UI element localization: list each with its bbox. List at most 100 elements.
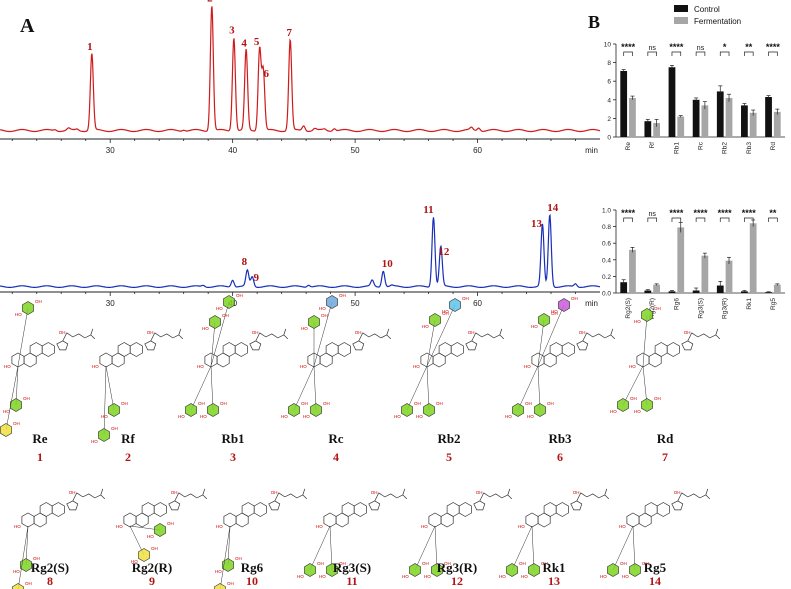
hydroxyl-label: HO [413, 364, 420, 369]
sugar-ring [558, 298, 570, 312]
y-tick-label: 0 [607, 135, 611, 142]
bar-fermentation [677, 116, 685, 137]
chromatogram-trace [0, 6, 601, 133]
bar-fermentation [701, 105, 709, 137]
steroid-ring [117, 342, 131, 357]
steroid-ring [129, 342, 143, 357]
hydroxyl-label: OH [33, 556, 40, 561]
hydroxyl-label: OH [442, 311, 449, 316]
x-category-label: Rg6 [673, 298, 680, 310]
significance-bracket [768, 217, 778, 222]
significance-label: ns [649, 45, 657, 52]
x-tick-label: 50 [351, 146, 360, 155]
sugar-ring [22, 301, 34, 315]
bar-control [668, 67, 676, 137]
structure-rf: OH HO OH HO OH HO Rf 2 [91, 328, 184, 464]
glycosidic-bond [313, 365, 317, 411]
hydroxyl-label: HO [416, 414, 423, 419]
compound-name: Rg3(S) [333, 560, 371, 575]
cyclopentane-ring [576, 340, 589, 351]
steroid-ring [341, 502, 355, 517]
peak-label: 6 [264, 68, 270, 80]
bar-fermentation [749, 223, 757, 293]
sugar-ring [617, 398, 629, 412]
hydroxyl-label: OH [227, 581, 234, 586]
glycosidic-bond [642, 314, 648, 367]
x-tick-label: 30 [106, 299, 115, 308]
x-category-label: Rf [649, 142, 656, 149]
glycosidic-bond [5, 365, 19, 431]
hydroxyl-label: HO [197, 364, 204, 369]
x-tick-label: 60 [473, 146, 482, 155]
y-tick-label: 0.8 [602, 224, 611, 231]
y-tick-label: 4 [607, 97, 611, 104]
glycosidic-bond [632, 525, 636, 571]
x-category-label: Rg3(S) [698, 298, 705, 319]
bar-control [644, 121, 652, 137]
hydroxyl-label: HO [319, 574, 326, 579]
sugar-ring [20, 558, 32, 572]
hydroxyl-label: HO [527, 414, 534, 419]
glycosidic-bond [537, 365, 541, 411]
significance-bracket [623, 51, 633, 56]
compound-number: 2 [125, 450, 131, 464]
significance-label: **** [718, 208, 733, 218]
cyclopentane-ring [465, 340, 478, 351]
x-tick-label: 40 [228, 146, 237, 155]
x-tick-label: 50 [351, 299, 360, 308]
glycosidic-bond [105, 365, 115, 411]
y-tick-label: 2 [607, 116, 611, 123]
glycosidic-bond [210, 301, 230, 367]
hydroxyl-label: HO [14, 524, 21, 529]
side-chain [274, 488, 308, 502]
sugar-ring [138, 548, 150, 562]
significance-bracket [744, 51, 754, 56]
hydroxyl-label: HO [402, 574, 409, 579]
steroid-ring [549, 342, 563, 357]
x-tick-label: 60 [473, 299, 482, 308]
steroid-ring [626, 512, 640, 528]
bar-fermentation [701, 255, 709, 293]
hydroxyl-label: HO [202, 326, 209, 331]
hydroxyl-label: HO [316, 524, 323, 529]
significance-label: **** [621, 42, 636, 52]
hydroxyl-label: OH [236, 293, 243, 298]
glycosidic-bond [309, 525, 331, 571]
hydroxyl-label: HO [629, 364, 636, 369]
significance-label: **** [621, 208, 636, 218]
hydroxyl-label: OH [371, 490, 378, 495]
side-chain [72, 488, 106, 502]
x-category-label: Rg3(R) [722, 298, 729, 319]
hydroxyl-label: HO [524, 364, 531, 369]
peak-label: 8 [242, 256, 248, 268]
hydroxyl-label: OH [171, 490, 178, 495]
peak-label: 7 [286, 27, 292, 39]
steroid-ring [656, 502, 670, 517]
hydroxyl-label: HO [92, 364, 99, 369]
steroid-ring [223, 512, 237, 528]
bar-fermentation [773, 284, 781, 293]
bar-fermentation [725, 97, 733, 137]
hydroxyl-label: HO [442, 309, 449, 314]
steroid-ring [450, 342, 464, 357]
compound-number: 11 [346, 574, 357, 588]
hydroxyl-label: OH [198, 401, 205, 406]
bar-fermentation [749, 112, 757, 137]
hydroxyl-label: OH [23, 396, 30, 401]
hydroxyl-label: OH [69, 490, 76, 495]
cyclopentane-ring [144, 340, 157, 351]
chromatogram-trace [0, 213, 601, 288]
hydroxyl-label: OH [541, 561, 548, 566]
sugar-ring [185, 403, 197, 417]
steroid-ring [561, 342, 575, 357]
x-category-label: Rd [770, 142, 777, 151]
bar-fermentation [773, 111, 781, 137]
glycosidic-bond [426, 365, 430, 411]
y-tick-label: 0.4 [602, 257, 611, 264]
compound-name: Rg5 [644, 560, 667, 575]
hydroxyl-label: OH [301, 401, 308, 406]
cyclopentane-ring [268, 500, 281, 511]
hydroxyl-label: HO [521, 574, 528, 579]
hydroxyl-label: HO [634, 319, 641, 324]
compound-name: Rf [121, 431, 135, 446]
